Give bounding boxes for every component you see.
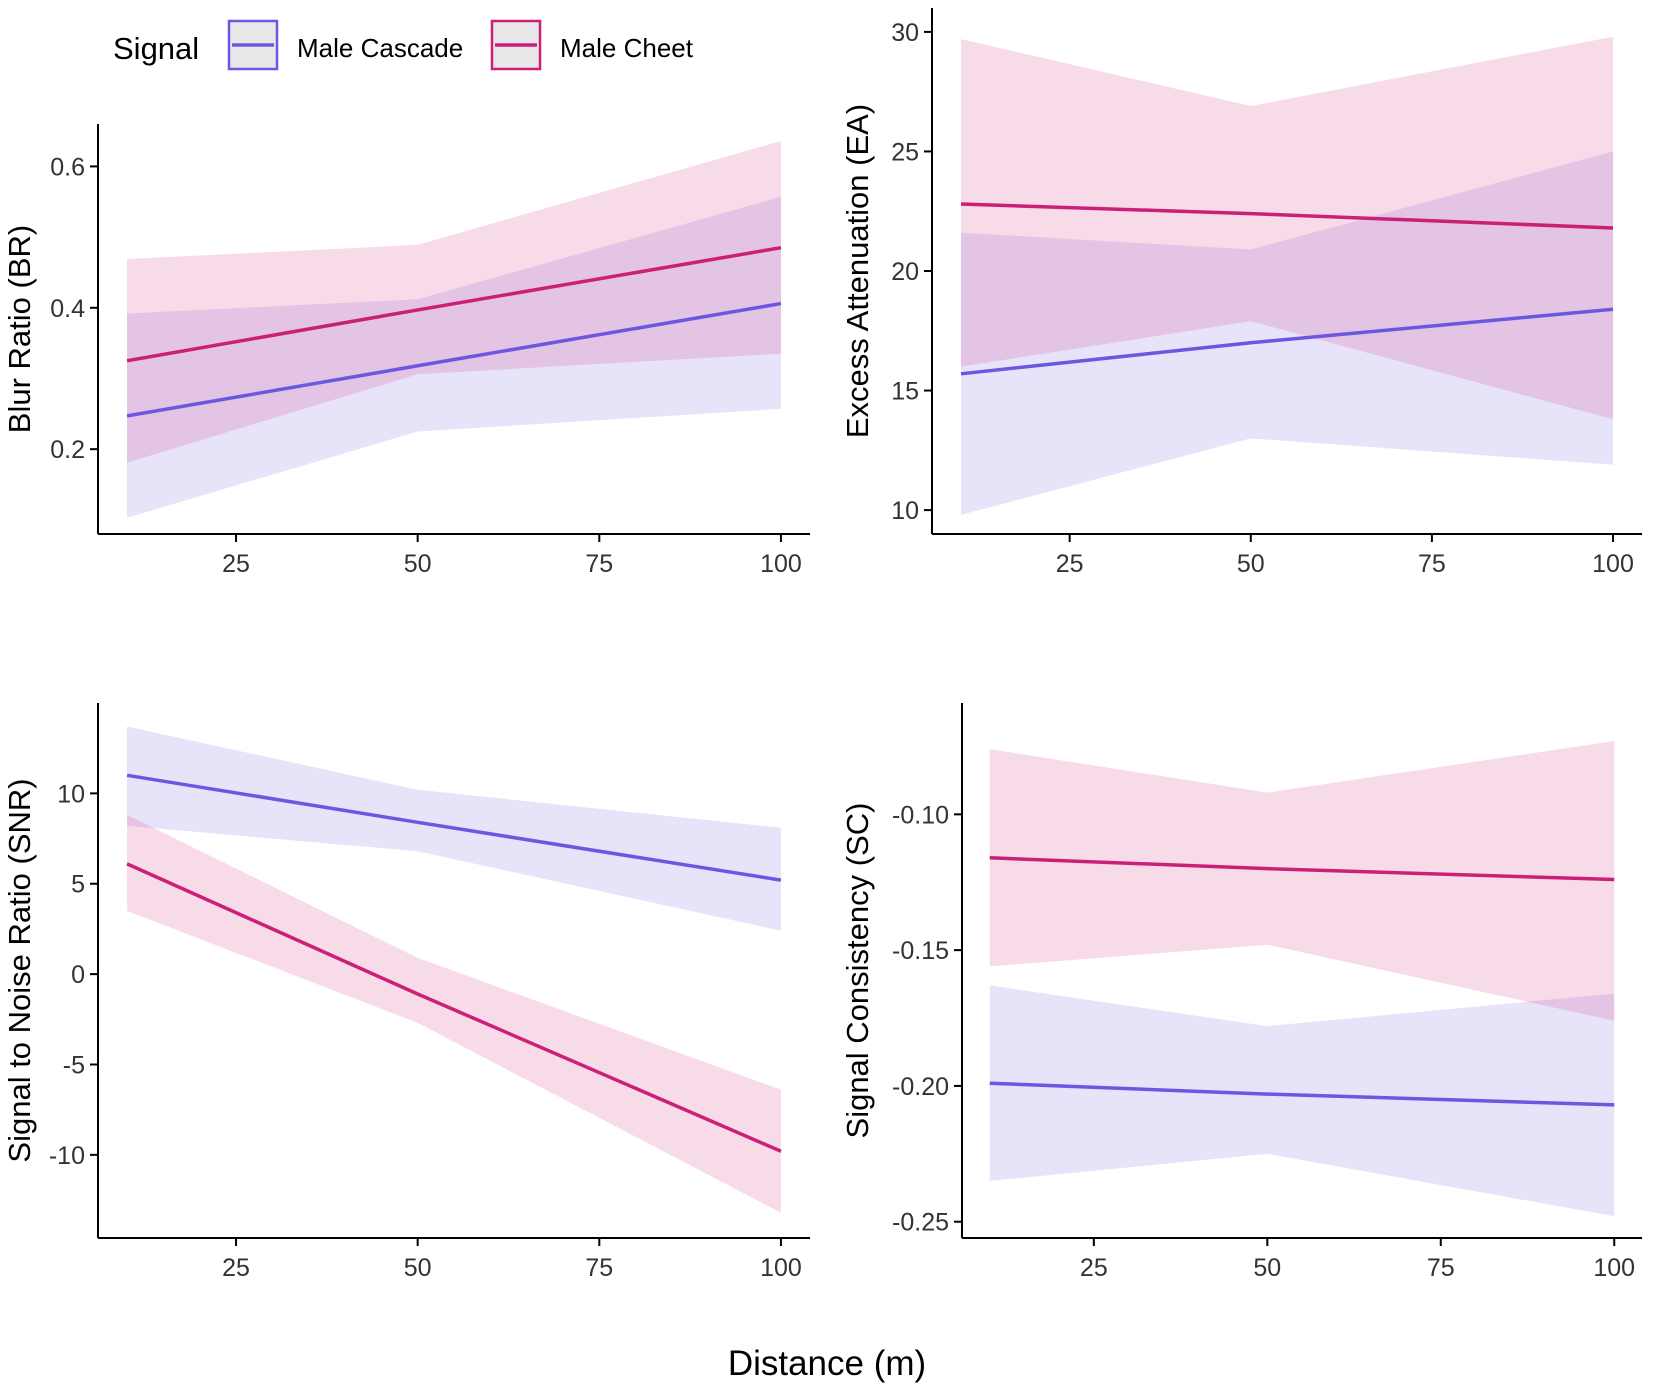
x-tick-label: 25 <box>1056 550 1084 578</box>
y-tick-label: 0.4 <box>50 295 85 323</box>
series-line-male-cheet <box>126 862 782 1153</box>
y-axis-label: Signal to Noise Ratio (SNR) <box>2 778 37 1162</box>
ci-band-male-cascade <box>989 985 1615 1217</box>
y-tick-label: 20 <box>891 258 919 286</box>
x-tick-label: 25 <box>222 1254 250 1282</box>
legend-label-male-cheet: Male Cheet <box>560 33 694 63</box>
ci-band-male-cascade <box>960 151 1614 515</box>
y-tick-label: -0.20 <box>892 1073 949 1101</box>
series-line-male-cascade <box>960 307 1614 376</box>
y-tick-label: -0.25 <box>892 1209 949 1237</box>
x-tick-label: 50 <box>404 1254 432 1282</box>
series-line-male-cheet <box>989 856 1615 882</box>
y-axis-label: Excess Attenuation (EA) <box>840 104 875 438</box>
x-tick-label: 50 <box>1237 550 1265 578</box>
ci-band-male-cheet <box>127 140 781 463</box>
y-tick-label: 10 <box>891 497 919 525</box>
y-tick-label: -10 <box>49 1142 85 1170</box>
x-tick-label: 25 <box>222 550 250 578</box>
x-tick-label: 100 <box>760 1254 802 1282</box>
series-line-male-cheet <box>960 202 1614 230</box>
panel-signal-to-noise-ratio: 25 50 75 100 -10 -5 0 5 10 Signal to Noise Ratio … <box>2 703 810 1282</box>
x-tick-label: 50 <box>1253 1254 1281 1282</box>
x-tick-label: 75 <box>1418 550 1446 578</box>
panel-excess-attenuation: 25 50 75 100 10 15 20 25 30 Excess Attenuation (E… <box>840 8 1642 578</box>
y-axis-label: Signal Consistency (SC) <box>840 803 875 1139</box>
y-tick-label: -0.10 <box>892 801 949 829</box>
y-axis-label: Blur Ratio (BR) <box>2 225 37 433</box>
y-tick-label: 0 <box>71 961 85 989</box>
x-tick-label: 75 <box>1427 1254 1455 1282</box>
y-tick-label: 5 <box>71 871 85 899</box>
x-tick-label: 100 <box>760 550 802 578</box>
legend: Signal Male Cascade Male Cheet <box>113 19 694 71</box>
series-line-male-cascade <box>126 301 782 418</box>
x-tick-label: 25 <box>1080 1254 1108 1282</box>
y-tick-label: 10 <box>57 780 85 808</box>
series-line-male-cascade <box>126 773 782 882</box>
ci-band-male-cheet <box>127 815 781 1213</box>
y-tick-label: 30 <box>891 19 919 47</box>
y-tick-label: 0.2 <box>50 436 85 464</box>
series-line-male-cheet <box>126 245 782 363</box>
ci-band-male-cheet <box>989 741 1615 1021</box>
y-tick-label: 25 <box>891 138 919 166</box>
x-tick-label: 75 <box>585 1254 613 1282</box>
x-tick-label: 75 <box>585 550 613 578</box>
y-tick-label: -0.15 <box>892 937 949 965</box>
y-tick-label: 15 <box>891 378 919 406</box>
y-tick-label: -5 <box>63 1051 85 1079</box>
x-tick-label: 100 <box>1593 1254 1635 1282</box>
legend-label-male-cascade: Male Cascade <box>297 33 463 63</box>
panel-blur-ratio: 25 50 75 100 0.2 0.4 0.6 Blur Ratio (BR) <box>2 124 810 578</box>
x-tick-label: 100 <box>1592 550 1634 578</box>
panel-signal-consistency: 25 50 75 100 -0.25 -0.20 -0.15 -0.10 Signal Cons… <box>840 703 1642 1282</box>
series-line-male-cascade <box>989 1081 1615 1107</box>
x-tick-label: 50 <box>404 550 432 578</box>
shared-x-axis-label: Distance (m) <box>728 1344 926 1383</box>
y-tick-label: 0.6 <box>50 153 85 181</box>
legend-title: Signal <box>113 31 199 66</box>
